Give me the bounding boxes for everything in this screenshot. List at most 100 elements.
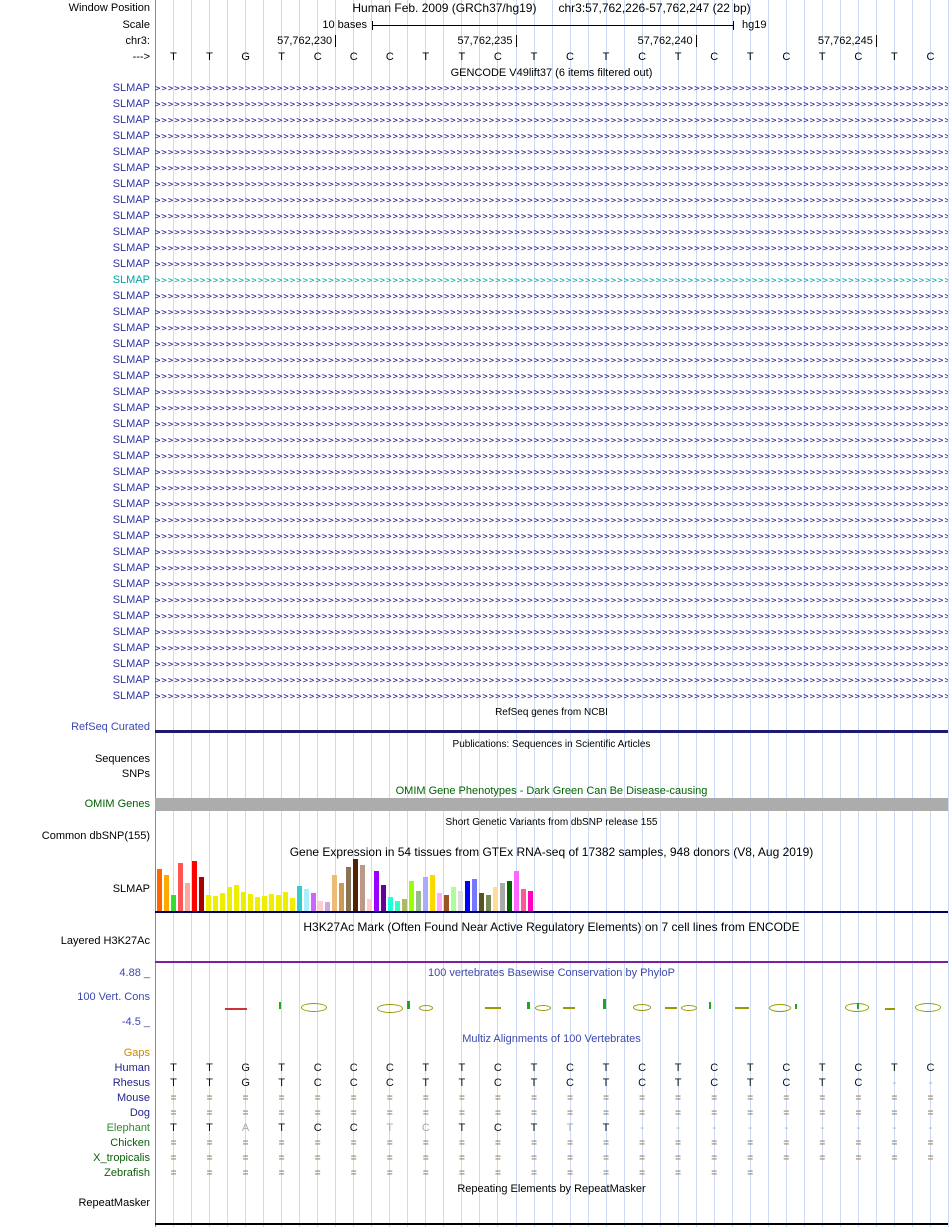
gencode-transcript-row[interactable]: >>>>>>>>>>>>>>>>>>>>>>>>>>>>>>>>>>>>>>>>… <box>155 132 948 142</box>
gencode-gene-label[interactable]: SLMAP <box>112 642 150 654</box>
gencode-transcript-row[interactable]: >>>>>>>>>>>>>>>>>>>>>>>>>>>>>>>>>>>>>>>>… <box>155 372 948 382</box>
gencode-gene-label[interactable]: SLMAP <box>112 690 150 702</box>
gencode-transcript-row[interactable]: >>>>>>>>>>>>>>>>>>>>>>>>>>>>>>>>>>>>>>>>… <box>155 148 948 158</box>
gtex-tissue-bar[interactable] <box>290 898 295 911</box>
multiz-species-label[interactable]: Elephant <box>106 1122 150 1134</box>
gtex-tissue-bar[interactable] <box>528 891 533 911</box>
gencode-gene-label[interactable]: SLMAP <box>112 370 150 382</box>
gtex-tissue-bar[interactable] <box>493 887 498 911</box>
gencode-transcript-row[interactable]: >>>>>>>>>>>>>>>>>>>>>>>>>>>>>>>>>>>>>>>>… <box>155 452 948 462</box>
gtex-tissue-bar[interactable] <box>451 887 456 911</box>
omim-track-label[interactable]: OMIM Genes <box>84 798 150 810</box>
gtex-tissue-bar[interactable] <box>318 901 323 911</box>
gtex-tissue-bar[interactable] <box>178 863 183 911</box>
gtex-tissue-bar[interactable] <box>507 881 512 911</box>
gencode-gene-label[interactable]: SLMAP <box>112 162 150 174</box>
gtex-tissue-bar[interactable] <box>353 859 358 911</box>
gencode-track-title[interactable]: GENCODE V49lift37 (6 items filtered out) <box>450 67 653 79</box>
gencode-transcript-row[interactable]: >>>>>>>>>>>>>>>>>>>>>>>>>>>>>>>>>>>>>>>>… <box>155 516 948 526</box>
gtex-tissue-bar[interactable] <box>346 867 351 911</box>
gencode-gene-label[interactable]: SLMAP <box>112 178 150 190</box>
multiz-species-label[interactable]: Chicken <box>110 1137 150 1149</box>
gencode-gene-label[interactable]: SLMAP <box>112 82 150 94</box>
gencode-transcript-row[interactable]: >>>>>>>>>>>>>>>>>>>>>>>>>>>>>>>>>>>>>>>>… <box>155 580 948 590</box>
gencode-gene-label[interactable]: SLMAP <box>112 418 150 430</box>
gencode-gene-label[interactable]: SLMAP <box>112 658 150 670</box>
gencode-transcript-row[interactable]: >>>>>>>>>>>>>>>>>>>>>>>>>>>>>>>>>>>>>>>>… <box>155 356 948 366</box>
gtex-tissue-bar[interactable] <box>409 881 414 911</box>
gencode-transcript-row[interactable]: >>>>>>>>>>>>>>>>>>>>>>>>>>>>>>>>>>>>>>>>… <box>155 564 948 574</box>
gencode-transcript-row[interactable]: >>>>>>>>>>>>>>>>>>>>>>>>>>>>>>>>>>>>>>>>… <box>155 292 948 302</box>
gencode-gene-label[interactable]: SLMAP <box>112 482 150 494</box>
gtex-tissue-bar[interactable] <box>192 861 197 911</box>
multiz-species-label[interactable]: Dog <box>129 1107 150 1119</box>
gtex-tissue-bar[interactable] <box>199 877 204 911</box>
h3k27ac-track-label[interactable]: Layered H3K27Ac <box>60 935 150 947</box>
gencode-transcript-row[interactable]: >>>>>>>>>>>>>>>>>>>>>>>>>>>>>>>>>>>>>>>>… <box>155 500 948 510</box>
gencode-transcript-row[interactable]: >>>>>>>>>>>>>>>>>>>>>>>>>>>>>>>>>>>>>>>>… <box>155 196 948 206</box>
gencode-gene-label[interactable]: SLMAP <box>112 258 150 270</box>
gencode-transcript-row[interactable]: >>>>>>>>>>>>>>>>>>>>>>>>>>>>>>>>>>>>>>>>… <box>155 212 948 222</box>
gencode-transcript-row[interactable]: >>>>>>>>>>>>>>>>>>>>>>>>>>>>>>>>>>>>>>>>… <box>155 644 948 654</box>
gencode-gene-label[interactable]: SLMAP <box>112 626 150 638</box>
dbsnp-track-label[interactable]: Common dbSNP(155) <box>41 830 150 842</box>
gencode-gene-label[interactable]: SLMAP <box>112 354 150 366</box>
gencode-gene-label[interactable]: SLMAP <box>112 578 150 590</box>
gtex-track-title[interactable]: Gene Expression in 54 tissues from GTEx … <box>289 845 814 859</box>
gencode-transcript-row[interactable]: >>>>>>>>>>>>>>>>>>>>>>>>>>>>>>>>>>>>>>>>… <box>155 228 948 238</box>
phylop-track-label[interactable]: 100 Vert. Cons <box>77 991 150 1003</box>
gtex-tissue-bar[interactable] <box>395 901 400 911</box>
gtex-tissue-bar[interactable] <box>234 885 239 911</box>
gtex-tissue-bar[interactable] <box>262 896 267 911</box>
gtex-tissue-bar[interactable] <box>479 893 484 911</box>
phylop-track-title[interactable]: 100 vertebrates Basewise Conservation by… <box>427 967 676 979</box>
gtex-tissue-bar[interactable] <box>164 875 169 911</box>
publications-track-title[interactable]: Publications: Sequences in Scientific Ar… <box>452 739 651 750</box>
gencode-transcript-row[interactable]: >>>>>>>>>>>>>>>>>>>>>>>>>>>>>>>>>>>>>>>>… <box>155 436 948 446</box>
gencode-gene-label[interactable]: SLMAP <box>112 98 150 110</box>
gtex-tissue-bar[interactable] <box>283 892 288 911</box>
multiz-species-label[interactable]: Rhesus <box>112 1077 150 1089</box>
gtex-tissue-bar[interactable] <box>325 902 330 911</box>
gtex-tissue-bar[interactable] <box>360 865 365 911</box>
gtex-tissue-bar[interactable] <box>332 875 337 911</box>
gencode-gene-label[interactable]: SLMAP <box>112 146 150 158</box>
dbsnp-track-title[interactable]: Short Genetic Variants from dbSNP releas… <box>445 817 658 828</box>
gtex-tissue-bar[interactable] <box>241 892 246 911</box>
h3k27ac-signal-baseline[interactable] <box>155 961 948 963</box>
gtex-tissue-bar[interactable] <box>248 894 253 911</box>
gencode-transcript-row[interactable]: >>>>>>>>>>>>>>>>>>>>>>>>>>>>>>>>>>>>>>>>… <box>155 628 948 638</box>
gencode-gene-label[interactable]: SLMAP <box>112 130 150 142</box>
gtex-tissue-bar[interactable] <box>521 889 526 911</box>
gtex-tissue-bar[interactable] <box>311 893 316 911</box>
gencode-gene-label[interactable]: SLMAP <box>112 562 150 574</box>
publications-sequences-label[interactable]: Sequences <box>94 753 150 765</box>
gtex-tissue-bar[interactable] <box>514 871 519 911</box>
gencode-gene-label[interactable]: SLMAP <box>112 114 150 126</box>
gencode-transcript-row[interactable]: >>>>>>>>>>>>>>>>>>>>>>>>>>>>>>>>>>>>>>>>… <box>155 548 948 558</box>
multiz-species-label[interactable]: X_tropicalis <box>93 1152 150 1164</box>
gencode-transcript-row[interactable]: >>>>>>>>>>>>>>>>>>>>>>>>>>>>>>>>>>>>>>>>… <box>155 388 948 398</box>
gencode-transcript-row[interactable]: >>>>>>>>>>>>>>>>>>>>>>>>>>>>>>>>>>>>>>>>… <box>155 116 948 126</box>
publications-snps-label[interactable]: SNPs <box>121 768 150 780</box>
gencode-transcript-row[interactable]: >>>>>>>>>>>>>>>>>>>>>>>>>>>>>>>>>>>>>>>>… <box>155 532 948 542</box>
gtex-tissue-bar[interactable] <box>367 899 372 911</box>
multiz-species-label[interactable]: Human <box>114 1062 150 1074</box>
h3k27ac-track-title[interactable]: H3K27Ac Mark (Often Found Near Active Re… <box>303 920 800 934</box>
gtex-tissue-bar[interactable] <box>255 897 260 911</box>
gencode-transcript-row[interactable]: >>>>>>>>>>>>>>>>>>>>>>>>>>>>>>>>>>>>>>>>… <box>155 612 948 622</box>
gtex-tissue-bar[interactable] <box>465 881 470 911</box>
gencode-transcript-row[interactable]: >>>>>>>>>>>>>>>>>>>>>>>>>>>>>>>>>>>>>>>>… <box>155 676 948 686</box>
gencode-transcript-row[interactable]: >>>>>>>>>>>>>>>>>>>>>>>>>>>>>>>>>>>>>>>>… <box>155 404 948 414</box>
repeatmasker-track-label[interactable]: RepeatMasker <box>78 1197 150 1209</box>
gencode-transcript-row[interactable]: >>>>>>>>>>>>>>>>>>>>>>>>>>>>>>>>>>>>>>>>… <box>155 260 948 270</box>
gtex-tissue-bar[interactable] <box>276 895 281 911</box>
multiz-species-label[interactable]: Mouse <box>116 1092 150 1104</box>
omim-gene-item[interactable] <box>155 798 948 811</box>
gtex-tissue-bar[interactable] <box>220 893 225 911</box>
gencode-gene-label[interactable]: SLMAP <box>112 194 150 206</box>
gencode-gene-label[interactable]: SLMAP <box>112 402 150 414</box>
gencode-gene-label[interactable]: SLMAP <box>112 210 150 222</box>
gencode-transcript-row[interactable]: >>>>>>>>>>>>>>>>>>>>>>>>>>>>>>>>>>>>>>>>… <box>155 660 948 670</box>
gtex-tissue-bar[interactable] <box>269 894 274 911</box>
